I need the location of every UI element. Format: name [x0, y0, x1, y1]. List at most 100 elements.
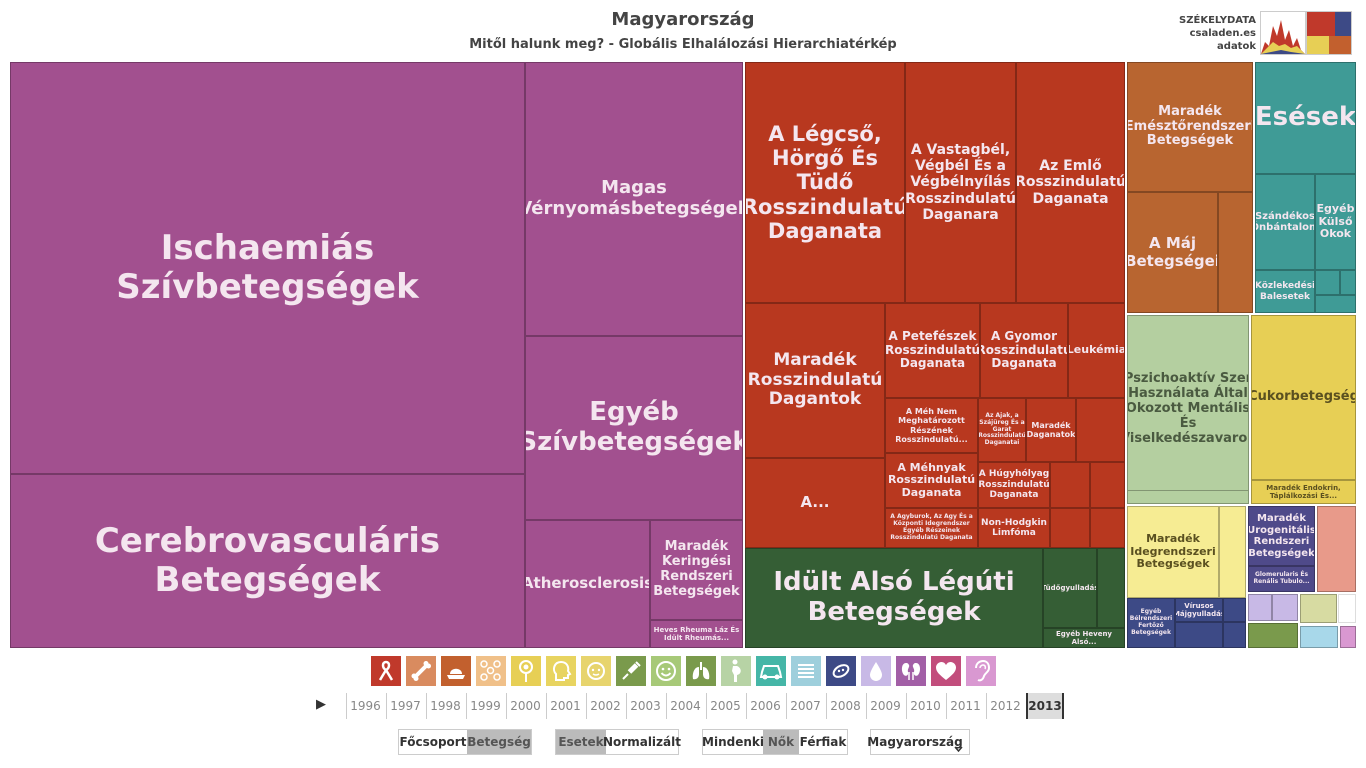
area-chart-logo-icon[interactable] [1260, 11, 1306, 55]
cell-misc-pink[interactable] [1340, 626, 1356, 648]
cell-small-neoplasm-1[interactable] [1076, 398, 1125, 462]
cell-small-infectious-1[interactable] [1175, 622, 1223, 648]
bone-icon[interactable] [406, 656, 436, 686]
year-1999[interactable]: 1999 [466, 693, 504, 719]
cell-pneumonia[interactable]: Tüdőgyulladás [1043, 548, 1097, 628]
year-2010[interactable]: 2010 [906, 693, 944, 719]
cell-copd[interactable]: Idült Alsó Légúti Betegségek [745, 548, 1043, 648]
cell-substance-use[interactable]: Pszichoaktív Szer Használata Által Okozo… [1127, 315, 1249, 504]
cell-small-injury-1[interactable] [1315, 270, 1340, 295]
cell-ischaemias[interactable]: Ischaemiás Szívbetegségek [10, 62, 525, 474]
cell-atherosclerosis[interactable]: Atherosclerosis [525, 520, 650, 648]
cell-liver[interactable]: A Máj Betegségei [1127, 192, 1218, 313]
cell-cervical-cancer[interactable]: A Méhnyak Rosszindulatú Daganata [885, 453, 978, 508]
pregnant-icon[interactable] [721, 656, 751, 686]
cell-glomerular[interactable]: Glomerularis És Renális Tubulo... [1248, 566, 1315, 592]
cell-small-nervous[interactable] [1219, 506, 1246, 598]
cell-other-malignant[interactable]: Maradék Rosszindulatú Dagantok [745, 303, 885, 458]
cell-other-circulatory[interactable]: Maradék Keringési Rendszeri Betegségek [650, 520, 743, 620]
cell-lung-cancer[interactable]: A Légcső, Hörgő És Tüdő Rosszindulatú Da… [745, 62, 905, 303]
cell-misc-lavender-1[interactable] [1248, 594, 1272, 621]
year-2007[interactable]: 2007 [786, 693, 824, 719]
cell-small-digestive[interactable] [1218, 192, 1253, 313]
cell-brain-cancer[interactable]: A Agyburok, Az Agy És a Központi Idegren… [885, 508, 978, 548]
year-2008[interactable]: 2008 [826, 693, 864, 719]
brand-text[interactable]: SZÉKELYDATA csaladen.es adatok [1179, 14, 1256, 53]
mindenki-button[interactable]: Mindenki [702, 735, 764, 749]
pattern-icon[interactable] [476, 656, 506, 686]
cell-non-hodgkin[interactable]: Non-Hodgkin Limfóma [978, 508, 1050, 548]
year-2006[interactable]: 2006 [746, 693, 784, 719]
cell-leukemia[interactable]: Leukémia [1068, 303, 1125, 398]
normalizalt-button[interactable]: Normalizált [603, 735, 681, 749]
kidney-icon[interactable] [896, 656, 926, 686]
food-icon[interactable] [441, 656, 471, 686]
cell-small-injury-2[interactable] [1340, 270, 1356, 295]
focsoport-button[interactable]: Főcsoport [399, 735, 467, 749]
year-2005[interactable]: 2005 [706, 693, 744, 719]
cell-colon-cancer[interactable]: A Vastagbél, Végbél És a Végbélnyílás Ro… [905, 62, 1016, 303]
year-2001[interactable]: 2001 [546, 693, 584, 719]
cell-a-ellipsis[interactable]: A... [745, 458, 885, 548]
cell-small-infectious-2[interactable] [1223, 598, 1246, 622]
cell-bladder-cancer[interactable]: A Húgyhólyag Rosszindulatú Daganata [978, 462, 1050, 508]
year-1998[interactable]: 1998 [426, 693, 464, 719]
cell-rheumatic[interactable]: Heves Rheuma Láz És Idült Rheumás... [650, 620, 743, 648]
cell-misc-olive[interactable] [1300, 594, 1337, 623]
list-icon[interactable] [791, 656, 821, 686]
year-2012[interactable]: 2012 [986, 693, 1024, 719]
year-2002[interactable]: 2002 [586, 693, 624, 719]
cell-misc-lavender-2[interactable] [1272, 594, 1298, 621]
cell-misc-blue[interactable] [1300, 626, 1338, 648]
car-icon[interactable] [756, 656, 786, 686]
cell-intestinal-infections[interactable]: Egyéb Bélrendszeri Fertőző Betegségek [1127, 598, 1175, 648]
cell-misc-white[interactable] [1338, 594, 1356, 623]
cell-small-neoplasm-3[interactable] [1090, 462, 1125, 508]
year-2004[interactable]: 2004 [666, 693, 704, 719]
cell-hypertension[interactable]: Magas Vérnyomásbetegségek [525, 62, 743, 336]
cell-other-heart[interactable]: Egyéb Szívbetegségek [525, 336, 743, 520]
ear-icon[interactable] [966, 656, 996, 686]
syringe-icon[interactable] [616, 656, 646, 686]
bacteria-icon[interactable] [826, 656, 856, 686]
cell-small-mental[interactable] [1127, 490, 1249, 504]
cell-stomach-cancer[interactable]: A Gyomor Rosszindulatú Daganata [980, 303, 1068, 398]
cell-uterus-cancer[interactable]: A Méh Nem Meghatározott Részének Rosszin… [885, 398, 978, 453]
baby-icon[interactable] [581, 656, 611, 686]
smile-icon[interactable] [651, 656, 681, 686]
cell-falls[interactable]: Esések [1255, 62, 1356, 174]
cell-other-external[interactable]: Egyéb Külső Okok [1315, 174, 1356, 270]
esetek-button[interactable]: Esetek [556, 730, 606, 754]
drop-icon[interactable] [861, 656, 891, 686]
year-2009[interactable]: 2009 [866, 693, 904, 719]
cell-other-nervous[interactable]: Maradék Idegrendszeri Betegségek [1127, 506, 1219, 598]
lungs-icon[interactable] [686, 656, 716, 686]
cell-small-infectious-3[interactable] [1223, 622, 1246, 648]
cell-lip-oral-cancer[interactable]: Az Ajak, a Szájüreg És a Garat Rosszindu… [978, 398, 1026, 462]
nok-button[interactable]: Nők [763, 730, 799, 754]
ribbon-icon[interactable] [371, 656, 401, 686]
head-icon[interactable] [546, 656, 576, 686]
year-1996[interactable]: 1996 [346, 693, 384, 719]
cell-self-harm[interactable]: Szándékos Önbántalom [1255, 174, 1315, 270]
betegseg-button[interactable]: Betegség [467, 730, 531, 754]
year-2003[interactable]: 2003 [626, 693, 664, 719]
cell-viral-hepatitis[interactable]: Vírusos Májgyulladás [1175, 598, 1223, 622]
cell-traffic[interactable]: Közlekedési Balesetek [1255, 270, 1315, 313]
cell-other-digestive[interactable]: Maradék Emésztőrendszeri Betegségek [1127, 62, 1253, 192]
play-icon[interactable]: ▶ [316, 697, 326, 712]
cell-small-neoplasm-5[interactable] [1090, 508, 1125, 548]
cell-urogenital[interactable]: Maradék Urogenitális Rendszeri Betegsége… [1248, 506, 1315, 566]
cell-small-neoplasm-2[interactable] [1050, 462, 1090, 508]
country-select[interactable]: Magyarország [867, 729, 970, 755]
cell-small-neoplasm-4[interactable] [1050, 508, 1090, 548]
cell-other-neoplasms[interactable]: Maradék Daganatok [1026, 398, 1076, 462]
cell-other-endocrine[interactable]: Maradék Endokrin, Táplálkozási És... [1251, 480, 1356, 504]
cell-diabetes[interactable]: Cukorbetegség [1251, 315, 1356, 480]
cell-small-injury-3[interactable] [1315, 295, 1356, 313]
ferfiak-button[interactable]: Férfiak [799, 735, 847, 749]
cell-breast-cancer[interactable]: Az Emlő Rosszindulatú Daganata [1016, 62, 1125, 303]
year-2000[interactable]: 2000 [506, 693, 544, 719]
lollipop-icon[interactable] [511, 656, 541, 686]
cell-cerebrovascular[interactable]: Cerebrovasculáris Betegségek [10, 474, 525, 648]
